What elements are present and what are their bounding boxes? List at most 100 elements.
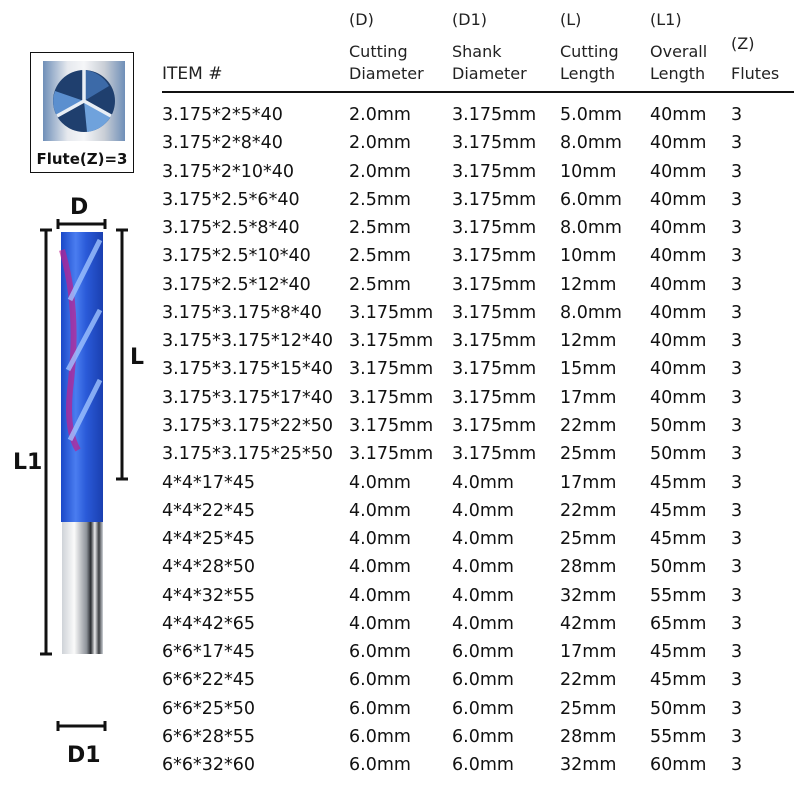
cell-cutting-diameter: 6.0mm — [349, 642, 411, 663]
cell-flutes: 3 — [731, 331, 743, 352]
cell-cutting-length: 15mm — [560, 359, 617, 380]
cell-cutting-length: 28mm — [560, 726, 617, 747]
cell-cutting-length: 42mm — [560, 613, 617, 634]
column-header-code: (D1) — [452, 10, 487, 29]
cell-cutting-diameter: 2.5mm — [349, 274, 411, 295]
cell-flutes: 3 — [731, 472, 743, 493]
cell-shank-diameter: 3.175mm — [452, 274, 537, 295]
cell-overall-length: 45mm — [650, 642, 707, 663]
cell-cutting-diameter: 2.5mm — [349, 218, 411, 239]
cell-shank-diameter: 3.175mm — [452, 189, 537, 210]
cell-flutes: 3 — [731, 670, 743, 691]
cell-shank-diameter: 6.0mm — [452, 670, 514, 691]
cell-shank-diameter: 6.0mm — [452, 698, 514, 719]
cell-item-number: 4*4*28*50 — [162, 557, 256, 578]
header-divider — [162, 91, 794, 93]
cell-shank-diameter: 3.175mm — [452, 218, 537, 239]
column-header-label2: ITEM # — [162, 64, 223, 84]
cell-overall-length: 40mm — [650, 274, 707, 295]
cell-item-number: 3.175*2.5*10*40 — [162, 246, 311, 267]
cell-shank-diameter: 4.0mm — [452, 500, 514, 521]
cell-shank-diameter: 6.0mm — [452, 755, 514, 776]
cell-cutting-length: 25mm — [560, 529, 617, 550]
cell-cutting-length: 28mm — [560, 557, 617, 578]
cell-flutes: 3 — [731, 557, 743, 578]
cell-overall-length: 40mm — [650, 218, 707, 239]
cell-item-number: 3.175*3.175*22*50 — [162, 415, 333, 436]
cell-overall-length: 65mm — [650, 613, 707, 634]
cell-overall-length: 45mm — [650, 472, 707, 493]
column-header-code: (Z) — [731, 34, 755, 53]
column-header-label2: Length — [560, 64, 616, 83]
cell-overall-length: 50mm — [650, 698, 707, 719]
cell-shank-diameter: 3.175mm — [452, 415, 537, 436]
cell-flutes: 3 — [731, 359, 743, 380]
cutting-length-label: L — [130, 345, 145, 370]
cell-cutting-diameter: 6.0mm — [349, 670, 411, 691]
cell-cutting-diameter: 3.175mm — [349, 331, 434, 352]
diameter-label: D — [70, 195, 89, 220]
flute-count-label: Flute(Z)=3 — [36, 150, 128, 168]
cell-cutting-diameter: 6.0mm — [349, 726, 411, 747]
cell-overall-length: 50mm — [650, 444, 707, 465]
cell-cutting-length: 32mm — [560, 755, 617, 776]
cell-cutting-diameter: 6.0mm — [349, 698, 411, 719]
column-header-label1: Shank — [452, 42, 502, 61]
cell-cutting-diameter: 3.175mm — [349, 415, 434, 436]
cell-flutes: 3 — [731, 274, 743, 295]
cell-cutting-diameter: 4.0mm — [349, 529, 411, 550]
cell-overall-length: 45mm — [650, 500, 707, 521]
cell-shank-diameter: 3.175mm — [452, 161, 537, 182]
cell-overall-length: 40mm — [650, 105, 707, 125]
cell-shank-diameter: 4.0mm — [452, 557, 514, 578]
column-header-label1: Overall — [650, 42, 708, 61]
cell-cutting-length: 22mm — [560, 670, 617, 691]
cell-item-number: 3.175*3.175*15*40 — [162, 359, 333, 380]
column-header-code: (L) — [560, 10, 582, 29]
cell-shank-diameter: 3.175mm — [452, 387, 537, 408]
cell-cutting-length: 17mm — [560, 387, 617, 408]
cell-overall-length: 50mm — [650, 557, 707, 578]
cell-overall-length: 40mm — [650, 246, 707, 267]
cell-cutting-length: 32mm — [560, 585, 617, 606]
cell-item-number: 3.175*3.175*17*40 — [162, 387, 333, 408]
cell-flutes: 3 — [731, 500, 743, 521]
cell-item-number: 6*6*28*55 — [162, 726, 256, 747]
column-header-label1: Cutting — [560, 42, 619, 61]
cell-flutes: 3 — [731, 642, 743, 663]
cell-cutting-length: 8.0mm — [560, 218, 622, 239]
cell-overall-length: 50mm — [650, 415, 707, 436]
cell-item-number: 3.175*2*5*40 — [162, 105, 283, 125]
cell-cutting-diameter: 3.175mm — [349, 302, 434, 323]
cell-shank-diameter: 3.175mm — [452, 359, 537, 380]
cell-item-number: 3.175*2.5*6*40 — [162, 189, 300, 210]
overall-length-label: L1 — [13, 450, 43, 475]
cell-flutes: 3 — [731, 415, 743, 436]
cell-shank-diameter: 3.175mm — [452, 444, 537, 465]
column-header-code: (L1) — [650, 10, 682, 29]
cell-flutes: 3 — [731, 105, 743, 125]
cell-overall-length: 40mm — [650, 189, 707, 210]
cell-cutting-length: 25mm — [560, 698, 617, 719]
flute-cross-section-image — [43, 61, 125, 141]
column-header-label2: Flutes — [731, 64, 780, 83]
cell-item-number: 3.175*2.5*12*40 — [162, 274, 311, 295]
cell-flutes: 3 — [731, 246, 743, 267]
cell-cutting-length: 12mm — [560, 274, 617, 295]
cell-flutes: 3 — [731, 755, 743, 776]
flute-count-badge: Flute(Z)=3 — [30, 52, 134, 173]
cell-item-number: 4*4*17*45 — [162, 472, 256, 493]
cell-item-number: 4*4*22*45 — [162, 500, 256, 521]
cell-shank-diameter: 6.0mm — [452, 642, 514, 663]
cell-overall-length: 40mm — [650, 302, 707, 323]
cell-item-number: 6*6*17*45 — [162, 642, 256, 663]
cell-cutting-length: 10mm — [560, 246, 617, 267]
cell-overall-length: 40mm — [650, 387, 707, 408]
cell-cutting-length: 8.0mm — [560, 302, 622, 323]
cell-item-number: 6*6*22*45 — [162, 670, 256, 691]
cell-cutting-length: 5.0mm — [560, 105, 622, 125]
cell-shank-diameter: 3.175mm — [452, 246, 537, 267]
cell-flutes: 3 — [731, 529, 743, 550]
cell-shank-diameter: 3.175mm — [452, 302, 537, 323]
cell-flutes: 3 — [731, 698, 743, 719]
